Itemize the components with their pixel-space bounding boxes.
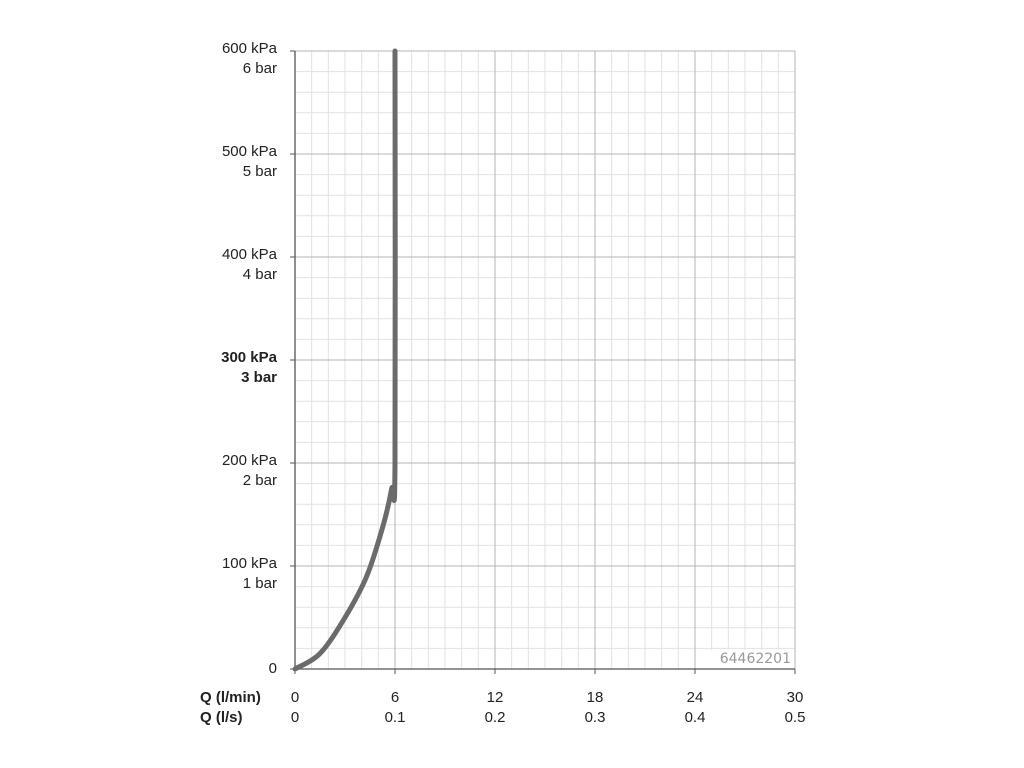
- x-tick-label-lmin: 0: [290, 689, 300, 706]
- x-tick-label-ls: 0.5: [784, 709, 806, 726]
- x-tick-label-lmin: 12: [486, 689, 504, 706]
- y-tick-label: 200 kPa 2 bar: [157, 451, 277, 491]
- code-label: 64462201: [705, 650, 791, 668]
- x-axis-title-ls: Q (l/s): [200, 709, 243, 726]
- y-tick-label: 600 kPa 6 bar: [157, 39, 277, 79]
- y-tick-label-bar: 6 bar: [242, 60, 277, 77]
- y-tick-label: 0: [157, 659, 277, 679]
- y-tick-label-kpa: 200 kPa: [221, 452, 277, 469]
- y-tick-label-bar: 2 bar: [242, 472, 277, 489]
- y-tick-label-bar: 5 bar: [242, 163, 277, 180]
- x-tick-label-ls: 0.1: [384, 709, 406, 726]
- y-tick-label-kpa: 0: [268, 660, 277, 677]
- y-tick-label-bar: 1 bar: [242, 575, 277, 592]
- y-tick-label-kpa: 500 kPa: [221, 143, 277, 160]
- y-tick-label-bar: 3 bar: [241, 369, 277, 386]
- y-tick-label: 100 kPa 1 bar: [157, 554, 277, 594]
- x-tick-label-lmin: 6: [390, 689, 400, 706]
- y-tick-label-kpa: 400 kPa: [221, 246, 277, 263]
- x-tick-label-ls: 0.2: [484, 709, 506, 726]
- y-tick-label: 400 kPa 4 bar: [157, 245, 277, 285]
- x-tick-label-lmin: 24: [686, 689, 704, 706]
- series-layer: [292, 48, 398, 672]
- flow-pressure-curve: [292, 48, 398, 672]
- y-tick-label-kpa: 600 kPa: [221, 40, 277, 57]
- y-tick-label: 500 kPa 5 bar: [157, 142, 277, 182]
- y-tick-label: 300 kPa 3 bar: [157, 348, 277, 388]
- x-tick-label-lmin: 18: [586, 689, 604, 706]
- x-tick-label-ls: 0.3: [584, 709, 606, 726]
- x-tick-label-ls: 0: [290, 709, 300, 726]
- y-tick-label-kpa: 100 kPa: [221, 555, 277, 572]
- x-tick-label-lmin: 30: [786, 689, 804, 706]
- x-tick-label-ls: 0.4: [684, 709, 706, 726]
- x-axis-title-lmin: Q (l/min): [200, 689, 261, 706]
- y-tick-label-kpa: 300 kPa: [221, 349, 277, 366]
- y-tick-label-bar: 4 bar: [242, 266, 277, 283]
